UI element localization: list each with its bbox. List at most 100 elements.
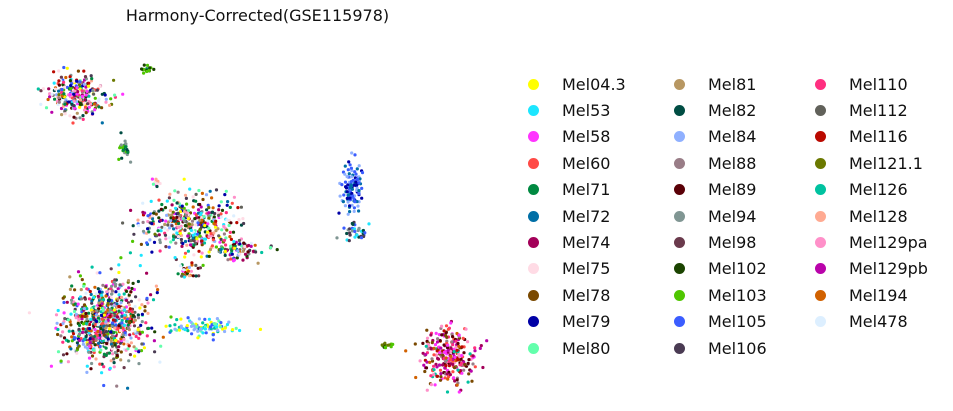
cell-point (129, 341, 133, 345)
cell-point (210, 210, 215, 214)
cell-point (229, 221, 233, 225)
cell-point (143, 305, 147, 309)
cell-point (93, 96, 97, 100)
cell-point (141, 229, 146, 233)
cell-point (114, 290, 118, 294)
cell-point (112, 365, 116, 369)
cell-point (88, 327, 92, 331)
cell-point (237, 218, 241, 222)
cell-point (194, 192, 198, 196)
cell-point (73, 302, 78, 306)
cell-point (434, 362, 438, 366)
cell-point (139, 323, 143, 327)
cell-point (353, 200, 357, 204)
cell-point (470, 379, 474, 383)
cell-point (57, 100, 61, 104)
cell-point (191, 205, 195, 209)
cell-point (129, 299, 133, 303)
cell-point (129, 160, 133, 164)
cell-point (97, 301, 101, 305)
cell-point (76, 302, 80, 306)
cell-point (202, 241, 207, 245)
cell-point (249, 244, 253, 248)
cell-point (174, 241, 178, 245)
cell-point (153, 330, 157, 334)
cell-point (340, 183, 344, 187)
cell-point (206, 219, 210, 223)
legend-item: Mel04.3 (528, 72, 626, 96)
cell-point (129, 290, 133, 294)
cell-point (192, 243, 196, 247)
cell-point (50, 92, 54, 96)
legend-item: Mel98 (674, 230, 756, 254)
cell-point (149, 199, 153, 203)
cell-point (456, 341, 460, 346)
cell-point (81, 322, 86, 326)
cell-point (452, 376, 456, 380)
cell-point (88, 322, 92, 327)
cell-point (102, 313, 106, 317)
cell-point (485, 339, 489, 343)
cell-point (155, 291, 159, 295)
legend-swatch (674, 236, 685, 248)
cell-point (193, 217, 197, 221)
cell-point (443, 360, 448, 364)
cell-point (215, 317, 219, 321)
cell-point (196, 208, 201, 212)
cell-point (227, 223, 231, 228)
cell-point (253, 243, 257, 247)
cell-point (239, 205, 243, 209)
chart-title: Harmony-Corrected(GSE115978) (125, 6, 390, 25)
cell-point (383, 346, 388, 350)
cell-point (225, 203, 229, 207)
cell-point (232, 240, 236, 244)
cell-point (57, 69, 61, 73)
cell-point (98, 84, 102, 88)
cell-point (183, 193, 188, 197)
cell-point (57, 89, 61, 93)
legend-item: Mel102 (674, 257, 767, 281)
legend-swatch (674, 78, 685, 90)
legend-swatch (674, 289, 685, 301)
cell-point (60, 113, 64, 117)
legend-item: Mel121.1 (815, 151, 923, 175)
cell-point (457, 333, 461, 337)
cell-point (95, 309, 99, 313)
cell-point (90, 310, 95, 314)
cell-point (87, 297, 91, 301)
cell-point (52, 81, 56, 85)
cell-point (436, 337, 440, 341)
cell-point (102, 383, 106, 388)
cell-point (168, 324, 172, 328)
cell-point (124, 142, 128, 146)
cell-point (455, 383, 459, 387)
cell-point (190, 261, 194, 265)
cell-point (439, 375, 443, 379)
cell-point (236, 249, 240, 253)
cell-point (172, 227, 176, 231)
cell-point (191, 195, 195, 199)
cell-point (145, 296, 149, 300)
cell-point (112, 308, 116, 312)
cell-point (77, 327, 81, 331)
cell-point (196, 221, 200, 225)
cell-point (446, 348, 450, 353)
cell-point (461, 336, 465, 340)
cell-point (80, 89, 84, 93)
cell-point (99, 348, 103, 352)
cell-point (152, 339, 156, 343)
cell-point (82, 284, 86, 288)
cell-point (109, 330, 113, 334)
cell-point (182, 275, 186, 279)
cell-point (185, 243, 189, 247)
cell-point (192, 328, 196, 332)
cell-point (203, 223, 207, 228)
cell-point (72, 104, 76, 108)
legend-item: Mel71 (528, 178, 610, 202)
cell-point (143, 309, 147, 313)
cell-point (230, 249, 234, 253)
cell-point (446, 377, 450, 381)
cell-point (141, 210, 145, 214)
cell-point (92, 92, 96, 96)
cell-point (200, 239, 204, 243)
